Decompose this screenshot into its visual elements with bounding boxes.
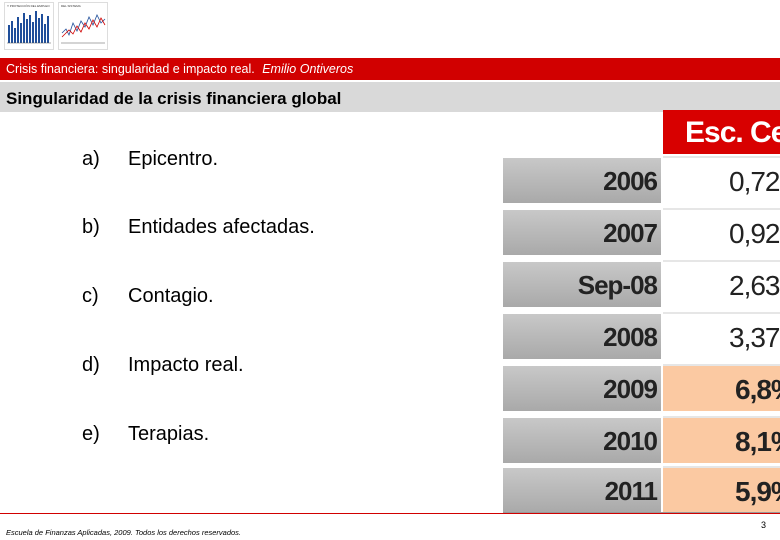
table-year: 2006 xyxy=(503,156,661,203)
list-item-text: Contagio. xyxy=(128,285,214,307)
list-item-text: Terapias. xyxy=(128,423,210,445)
footer-copyright: Escuela de Finanzas Aplicadas, 2009. Tod… xyxy=(6,528,242,537)
table-header: Esc. Ce xyxy=(663,110,780,154)
thumbnail-chart-2: DEL SISTEMA xyxy=(58,2,108,50)
list-item-letter: e) xyxy=(82,423,100,445)
thumbnail-chart-1: Y PROTECCIÓN DEL EMPLEO xyxy=(4,2,54,50)
thumbnail-strip: Y PROTECCIÓN DEL EMPLEO DEL SISTEMA xyxy=(4,2,108,50)
table-year: 2011 xyxy=(503,466,661,513)
footer-divider xyxy=(0,513,780,514)
table-value: 0,72% xyxy=(663,156,780,203)
list-item: b) Entidades afectadas. xyxy=(82,216,402,244)
table-value-highlighted: 6,8% xyxy=(663,364,780,411)
table-row: 2006 0,72% xyxy=(503,156,780,203)
header-bar: Crisis financiera: singularidad e impact… xyxy=(0,58,780,80)
list-item-text: Epicentro. xyxy=(128,148,219,170)
list-item-text: Impacto real. xyxy=(128,354,244,376)
table-row: 2009 6,8% xyxy=(503,364,780,411)
header-author: Emilio Ontiveros xyxy=(262,62,354,76)
list-item-letter: a) xyxy=(82,148,100,170)
table-year: 2009 xyxy=(503,364,661,411)
slide-title-bar: Singularidad de la crisis financiera glo… xyxy=(0,82,780,112)
table-row: 2011 5,9% xyxy=(503,466,780,513)
table-value-highlighted: 5,9% xyxy=(663,466,780,513)
page-number: 3 xyxy=(760,520,766,530)
thumbnail-caption: Y PROTECCIÓN DEL EMPLEO xyxy=(7,4,50,8)
table-year: 2008 xyxy=(503,312,661,359)
table-value: 0,92% xyxy=(663,208,780,255)
list-item: a) Epicentro. xyxy=(82,148,402,176)
table-row: 2010 8,1% xyxy=(503,416,780,463)
list-item-letter: d) xyxy=(82,354,100,376)
table-value: 2,63% xyxy=(663,260,780,307)
table-year: Sep-08 xyxy=(503,260,661,307)
line-chart-thumbnail-icon xyxy=(61,14,106,44)
table-year: 2010 xyxy=(503,416,661,463)
table-year: 2007 xyxy=(503,208,661,255)
table-value: 3,37% xyxy=(663,312,780,359)
slide-title: Singularidad de la crisis financiera glo… xyxy=(6,89,342,108)
bar-chart-thumbnail-icon xyxy=(7,11,51,44)
list-item: d) Impacto real. xyxy=(82,354,402,382)
table-row: 2008 3,37% xyxy=(503,312,780,359)
list-item: c) Contagio. xyxy=(82,285,402,313)
header-subtitle: Crisis financiera: singularidad e impact… xyxy=(6,62,255,76)
table-value-highlighted: 8,1% xyxy=(663,416,780,463)
list-item: e) Terapias. xyxy=(82,423,402,451)
table-row: Sep-08 2,63% xyxy=(503,260,780,307)
table-row: 2007 0,92% xyxy=(503,208,780,255)
forecast-table: Esc. Ce 2006 0,72% 2007 0,92% Sep-08 2,6… xyxy=(503,110,780,514)
list-item-text: Entidades afectadas. xyxy=(128,216,315,238)
list-item-letter: c) xyxy=(82,285,99,307)
thumbnail-caption: DEL SISTEMA xyxy=(61,4,81,8)
list-item-letter: b) xyxy=(82,216,100,238)
